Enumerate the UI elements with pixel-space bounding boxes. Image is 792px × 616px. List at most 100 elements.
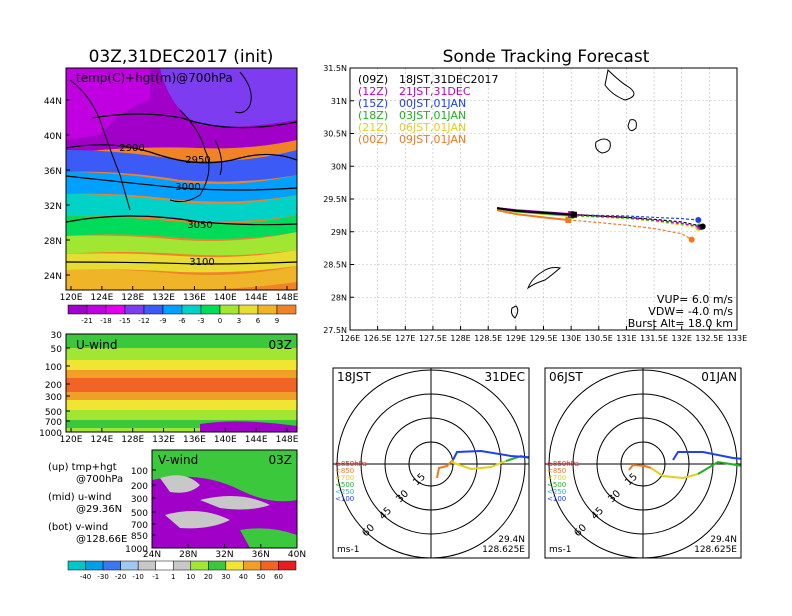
pressure-tick-label: 500 (131, 509, 148, 519)
caption: (up) tmp+hgt @700hPa (mid) u-wind @29.36… (48, 462, 127, 545)
y-tick-label: 30N (331, 162, 347, 171)
hodograph-segment (450, 460, 507, 471)
caption-line-5: (bot) v-wind (48, 522, 108, 533)
colorbar-swatch (67, 560, 86, 571)
pressure-tick-label: 200 (45, 381, 62, 391)
colorbar-swatch (172, 560, 192, 571)
hodograph-segment (672, 451, 741, 461)
ring-label: 45 (589, 505, 606, 522)
lon-tick-label: 132E (152, 293, 175, 303)
temperature-map (66, 68, 297, 290)
hodograph-time: 18JST (337, 370, 371, 384)
lat-tick-label: 40N (288, 550, 306, 560)
colorbar-label: -9 (160, 317, 167, 325)
colorbar-swatch (85, 560, 104, 571)
hodograph-lat: 29.4N (710, 535, 737, 545)
lon-tick-label: 128E (121, 293, 144, 303)
hodograph-lat: 29.4N (498, 535, 525, 545)
colorbar-swatch (200, 304, 221, 315)
x-tick-label: 132E (672, 334, 692, 343)
legend-code: (15Z) (358, 97, 388, 110)
y-tick-label: 28.5N (323, 261, 347, 270)
tracking-x-ticks: 126E 126.5E 127E 127.5E 128E 128.5E 129E 129.5E… (340, 326, 747, 343)
sonde-parameters: VUP= 6.0 m/s VDW= -4.0 m/s Burst Alt= 18… (628, 293, 734, 330)
hodograph-segment (452, 449, 529, 461)
colorbar-label: 3 (237, 317, 241, 325)
colorbar-label: -20 (115, 573, 126, 581)
colorbar-swatch (67, 304, 88, 315)
x-tick-label: 129.5E (530, 334, 558, 343)
hodograph-segment (628, 463, 652, 471)
contour-label: 2900 (119, 143, 144, 154)
pressure-tick-label: 300 (45, 393, 62, 403)
vup-value: VUP= 6.0 m/s (657, 293, 733, 306)
lat-tick-label: 36N (44, 167, 62, 177)
tracking-y-ticks: 27.5N 28N 28.5N 29N 29.5N 30N 30.5N 31N 31.5N (323, 64, 354, 335)
x-tick-label: 128.5E (474, 334, 502, 343)
lat-tick-label: 24N (143, 550, 161, 560)
v-wind-time: 03Z (269, 453, 293, 467)
colorbar-label: 60 (274, 573, 283, 581)
pressure-tick-label: 850 (131, 532, 148, 542)
colorbar-label: 30 (221, 573, 230, 581)
x-tick-label: 130E (561, 334, 581, 343)
colorbar-swatch (243, 560, 262, 571)
lat-tick-label: 32N (44, 202, 62, 212)
legend-time: 18JST,31DEC2017 (399, 73, 499, 86)
lat-tick-label: 32N (215, 550, 233, 560)
legend-code: (21Z) (358, 121, 388, 134)
landing-marker (695, 216, 702, 223)
legend-time: 09JST,01JAN (399, 133, 466, 146)
pressure-tick-label: 50 (51, 345, 63, 355)
y-tick-label: 27.5N (323, 326, 347, 335)
hodograph-segment (650, 467, 699, 480)
lat-tick-label: 28N (44, 237, 62, 247)
lon-tick-label: 148E (276, 435, 299, 445)
colorbar-label: -10 (132, 573, 143, 581)
pressure-tick-label: 30 (51, 331, 63, 341)
track-ascent-line (496, 209, 569, 221)
tracking-tracks (496, 207, 706, 243)
hodograph-segment (436, 459, 454, 479)
colorbar-swatch (208, 560, 227, 571)
track-descent-line (571, 214, 700, 228)
level-legend-item: <250 (547, 488, 566, 496)
burst-altitude: Burst Alt= 18.0 km (628, 317, 733, 330)
hodograph-segment (697, 460, 741, 475)
colorbar-label: 20 (204, 573, 213, 581)
lat-tick-label: 40N (44, 132, 62, 142)
legend-code: (18Z) (358, 109, 388, 122)
x-tick-label: 132.5E (695, 334, 723, 343)
colorbar-swatch (278, 560, 297, 571)
level-legend-item: <700 (547, 474, 566, 482)
temperature-colorbar: -21 -18 -15 -12 -9 -6 -3 0 3 6 9 (67, 304, 297, 325)
hodograph-date: 01JAN (701, 370, 737, 384)
colorbar-swatch (276, 304, 297, 315)
burst-marker (570, 211, 577, 218)
legend-code: (09Z) (358, 73, 388, 86)
pressure-tick-label: 1000 (39, 429, 62, 439)
lat-tick-label: 28N (179, 550, 197, 560)
level-legend-item: <500 (547, 481, 566, 489)
u-wind-frame (65, 333, 298, 433)
v-wind-label: V-wind (158, 453, 198, 467)
ring-label: 60 (360, 522, 377, 539)
level-legend-item: <700 (335, 474, 354, 482)
level-legend-item: <250 (335, 488, 354, 496)
y-tick-label: 31N (331, 97, 347, 106)
y-tick-label: 31.5N (323, 64, 347, 73)
contour-labels: 2900 2950 3000 3050 3100 (119, 143, 214, 268)
x-tick-label: 130.5E (585, 334, 613, 343)
caption-line-3: (mid) u-wind (48, 492, 111, 503)
x-tick-label: 133E (727, 334, 747, 343)
u-wind-x-ticks: 120E 124E 128E 132E 136E 140E 144E 148E (60, 428, 299, 445)
u-wind-time: 03Z (269, 338, 293, 352)
tracking-coastlines (510, 68, 637, 319)
ring-label: 30 (606, 488, 623, 505)
legend-time: 06JST,01JAN (399, 121, 466, 134)
